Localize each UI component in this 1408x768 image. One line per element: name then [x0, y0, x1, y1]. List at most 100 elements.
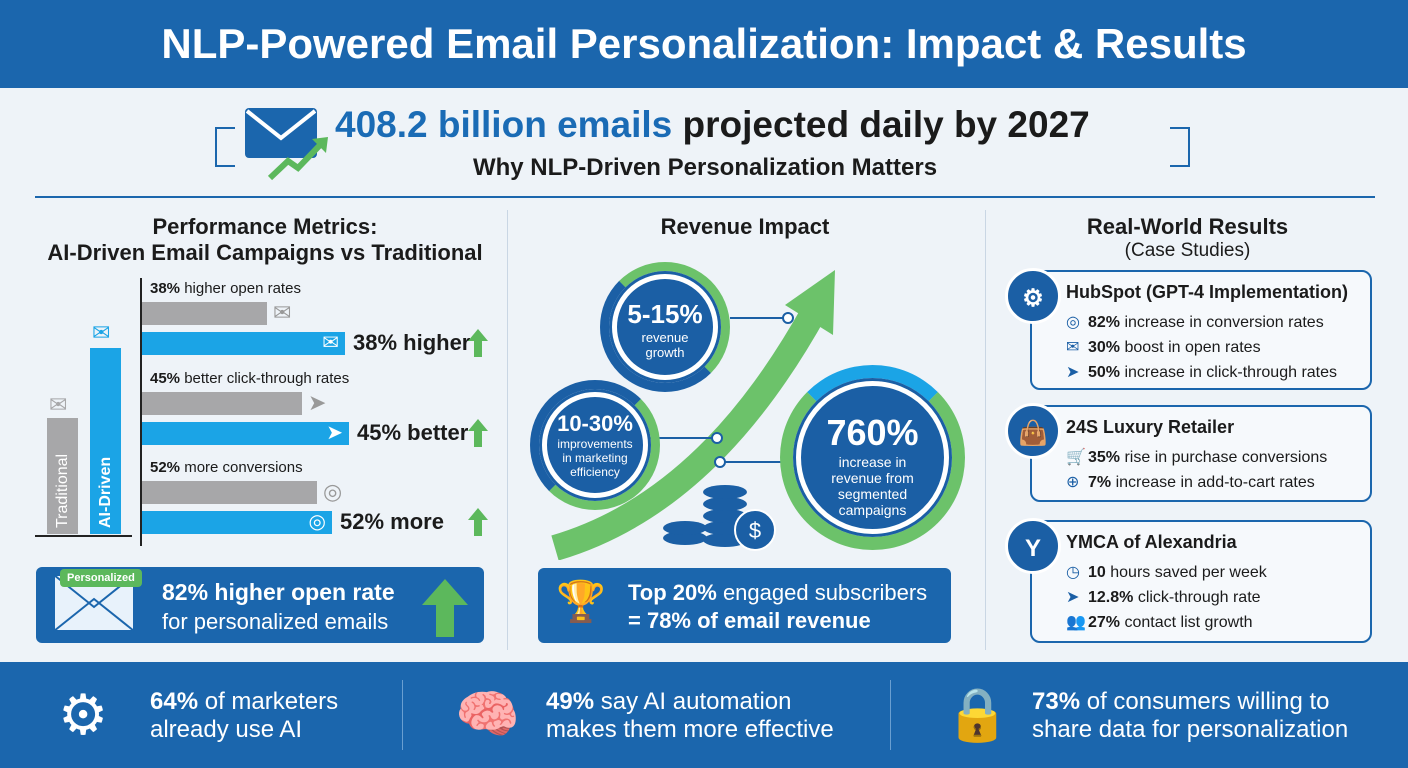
case-name: YMCA of Alexandria — [1066, 532, 1237, 552]
stat-text: of consumers willing to — [1080, 688, 1330, 715]
cursor-icon: ➤ — [326, 422, 343, 444]
divider — [507, 210, 508, 650]
callout-pct: 82% — [162, 579, 209, 605]
bubble-value: 10-30% — [557, 411, 633, 436]
stat-value: 82% — [1088, 314, 1121, 331]
headline: 408.2 billion emails projected daily by … — [335, 104, 1090, 146]
metric-result: 45% better — [357, 420, 469, 445]
performance-title-2: AI-Driven Email Campaigns vs Traditional — [47, 240, 483, 265]
brain-bolt-icon: 🧠 — [455, 686, 520, 744]
footer-stat: 49% say AI automation makes them more eff… — [546, 688, 834, 744]
case-study-card: YMCA of Alexandria ◷ 10 hours saved per w… — [1030, 520, 1372, 643]
case-stat: ◎ 82% increase in conversion rates — [1066, 310, 1337, 335]
cursor-icon: ➤ — [1066, 364, 1080, 381]
stat-value: 10 — [1088, 564, 1106, 581]
ai-driven-label: AI-Driven — [97, 456, 114, 528]
stat-value: 27% — [1088, 614, 1121, 631]
case-stats: ◎ 82% increase in conversion rates ✉ 30% bo… — [1066, 310, 1337, 385]
stat-value: 35% — [1088, 449, 1121, 466]
stat-text: increase in click-through rates — [1120, 364, 1338, 381]
envelope-growth-icon — [245, 108, 328, 181]
ai-driven-bar: ✉ — [142, 332, 345, 355]
metric-label: 45% better click-through rates — [150, 370, 349, 387]
target-icon: ◎ — [1066, 314, 1080, 331]
bubble-text: increase in revenue from segmented campa… — [831, 454, 914, 518]
traditional-bar — [142, 302, 267, 325]
performance-title-1: Performance Metrics: — [152, 214, 378, 239]
stat-value: 49% — [546, 688, 595, 715]
target-icon: ◎ — [323, 479, 343, 504]
stat-value: 30% — [1088, 339, 1121, 356]
case-stat: ◷ 10 hours saved per week — [1066, 560, 1267, 585]
ymca-logo-icon: Y — [1005, 518, 1061, 574]
metric-text: better click-through rates — [180, 370, 350, 387]
stat-text: say AI automation — [594, 688, 792, 715]
gear-check-icon: ⚙ — [58, 683, 109, 746]
cart-icon: 🛒 — [1066, 449, 1086, 466]
up-arrow-icon — [468, 508, 488, 536]
bubble-value: 5-15% — [627, 299, 703, 329]
metric-pct: 45% — [150, 370, 181, 387]
plus-circle-icon: ⊕ — [1066, 474, 1080, 491]
divider — [890, 680, 891, 750]
metric-result: 38% higher — [353, 330, 471, 355]
ai-driven-bar: ➤ — [142, 422, 349, 445]
stat-text: click-through rate — [1133, 589, 1261, 606]
personalized-badge: Personalized — [60, 569, 142, 587]
ring — [600, 262, 730, 392]
callout-line2: for personalized emails — [162, 609, 389, 634]
case-study-card: 24S Luxury Retailer 🛒 35% rise in purchas… — [1030, 405, 1372, 502]
envelope-icon — [53, 574, 135, 632]
stat-text: of marketers — [198, 688, 339, 715]
callout-bold: Top 20% — [628, 580, 717, 605]
shopping-bag-icon: 👜 — [1005, 403, 1061, 459]
headline-rest: projected daily by 2027 — [672, 104, 1090, 145]
envelope-icon: ✉ — [49, 392, 68, 417]
results-subtitle: (Case Studies) — [1124, 240, 1251, 261]
stat-text: hours saved per week — [1105, 564, 1267, 581]
traditional-bar — [142, 392, 302, 415]
clock-icon: ◷ — [1066, 564, 1080, 581]
metric-label: 52% more conversions — [150, 459, 303, 476]
callout-line1: 82% higher open rate — [162, 579, 395, 606]
metric-pct: 38% — [150, 280, 181, 297]
ring — [530, 380, 660, 510]
svg-text:$: $ — [749, 518, 761, 543]
bracket-left — [215, 127, 235, 167]
stat-text: contact list growth — [1120, 614, 1253, 631]
chart-axis — [140, 278, 142, 546]
up-arrow-icon — [468, 419, 488, 447]
traditional-bar — [142, 481, 317, 504]
stat-value: 7% — [1088, 474, 1112, 491]
callout-text: engaged subscribers — [716, 580, 928, 605]
page-title: NLP-Powered Email Personalization: Impac… — [0, 0, 1408, 88]
headline-subtitle: Why NLP-Driven Personalization Matters — [472, 154, 938, 181]
envelope-icon: ✉ — [1066, 339, 1080, 356]
revenue-title: Revenue Impact — [660, 214, 830, 239]
people-icon: 👥 — [1066, 614, 1086, 631]
envelope-icon: ✉ — [322, 332, 339, 354]
cursor-icon: ➤ — [1066, 589, 1080, 606]
traditional-bar — [47, 418, 78, 534]
stat-value: 12.8% — [1088, 589, 1134, 606]
metric-text: more conversions — [180, 459, 303, 476]
case-stat: 🛒 35% rise in purchase conversions — [1066, 445, 1327, 470]
stat-text: boost in open rates — [1120, 339, 1261, 356]
lock-share-icon: 🔒 — [945, 686, 1010, 744]
divider — [402, 680, 403, 750]
stat-value: 73% — [1032, 688, 1081, 715]
divider — [985, 210, 986, 650]
case-study-card: HubSpot (GPT-4 Implementation) ◎ 82% incr… — [1030, 270, 1372, 390]
up-arrow-icon — [422, 579, 468, 637]
bubble-revenue-growth: 5-15% revenue growth — [612, 274, 718, 380]
target-icon: ◎ — [308, 511, 326, 533]
bracket-right — [1170, 127, 1190, 167]
dollar-icon — [734, 509, 776, 551]
case-stat: ✉ 30% boost in open rates — [1066, 335, 1337, 360]
ai-driven-bar: ◎ — [142, 511, 332, 534]
envelope-icon: ✉ — [273, 300, 292, 325]
metric-label: 38% higher open rates — [150, 280, 301, 297]
bubble-marketing-efficiency: 10-30% improvements in marketing efficien… — [542, 392, 648, 498]
bubble-text: revenue growth — [641, 330, 689, 360]
up-arrow-icon — [468, 329, 488, 357]
